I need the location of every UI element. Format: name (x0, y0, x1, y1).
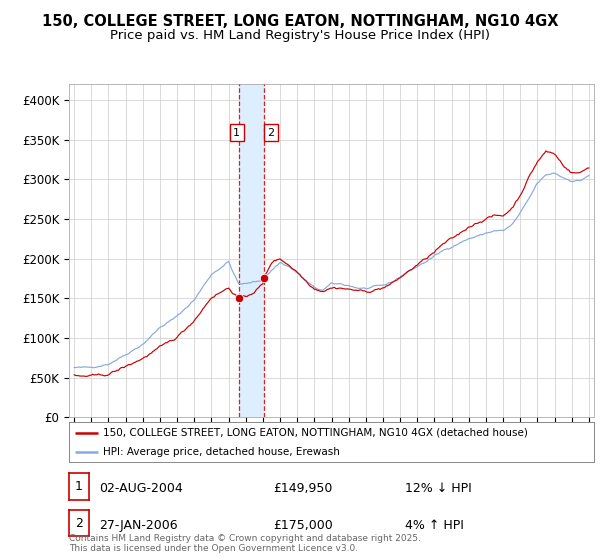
Text: 4% ↑ HPI: 4% ↑ HPI (405, 519, 464, 531)
Text: 150, COLLEGE STREET, LONG EATON, NOTTINGHAM, NG10 4GX: 150, COLLEGE STREET, LONG EATON, NOTTING… (42, 14, 558, 29)
Text: Price paid vs. HM Land Registry's House Price Index (HPI): Price paid vs. HM Land Registry's House … (110, 29, 490, 42)
Text: 2: 2 (268, 128, 274, 138)
Bar (239, 84, 264, 417)
Text: £175,000: £175,000 (273, 519, 333, 531)
Text: 150, COLLEGE STREET, LONG EATON, NOTTINGHAM, NG10 4GX (detached house): 150, COLLEGE STREET, LONG EATON, NOTTING… (103, 428, 528, 438)
Text: HPI: Average price, detached house, Erewash: HPI: Average price, detached house, Erew… (103, 447, 340, 457)
Text: Contains HM Land Registry data © Crown copyright and database right 2025.
This d: Contains HM Land Registry data © Crown c… (69, 534, 421, 553)
Text: 1: 1 (75, 480, 83, 493)
Text: 02-AUG-2004: 02-AUG-2004 (99, 482, 183, 495)
Text: 27-JAN-2006: 27-JAN-2006 (99, 519, 178, 531)
Text: 12% ↓ HPI: 12% ↓ HPI (405, 482, 472, 495)
Text: £149,950: £149,950 (273, 482, 332, 495)
Text: 2: 2 (75, 516, 83, 530)
Text: 1: 1 (233, 128, 240, 138)
